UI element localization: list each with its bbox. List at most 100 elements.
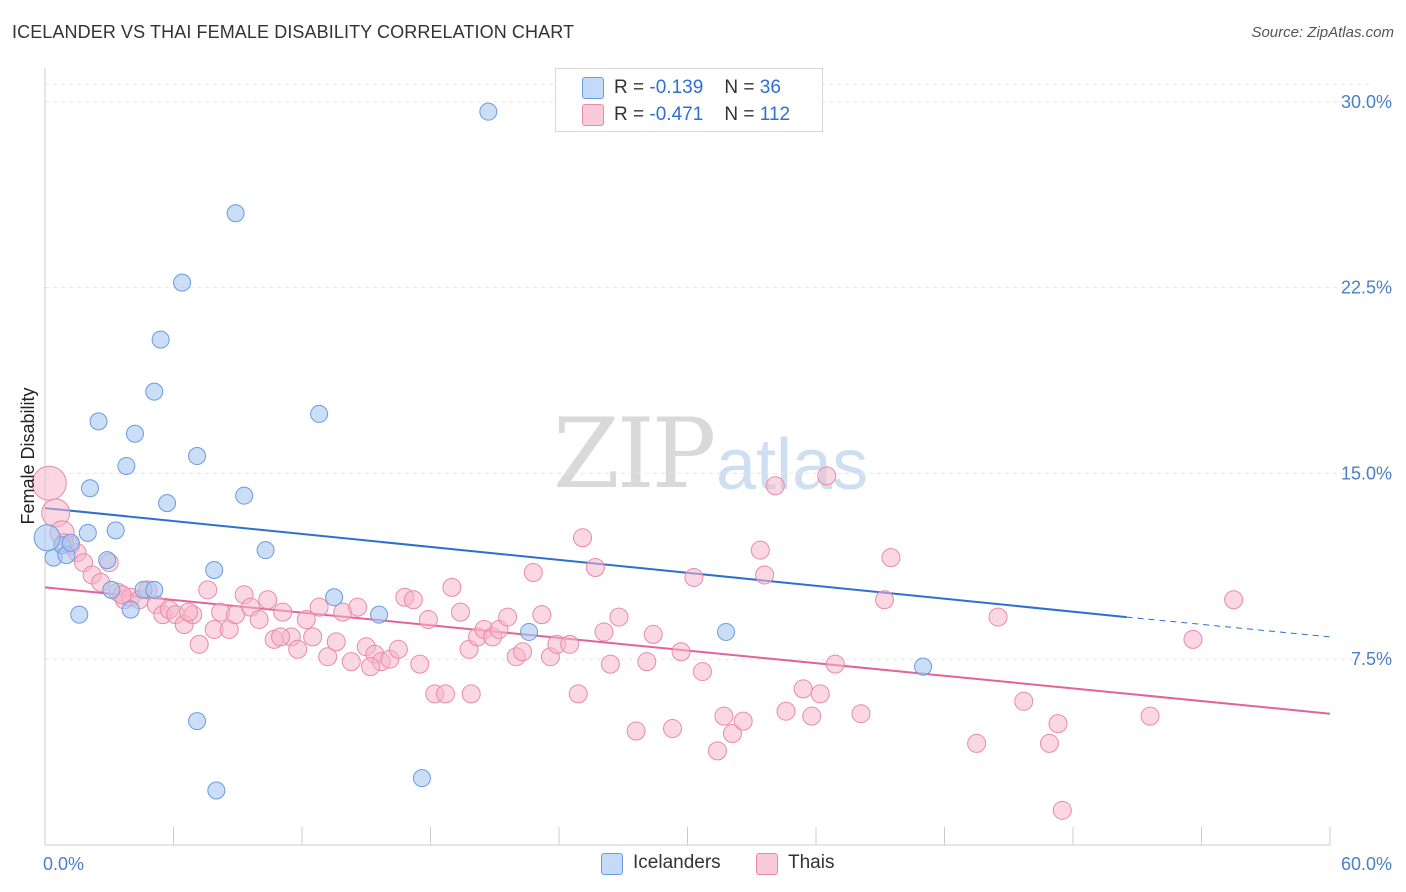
point-thais (1039, 733, 1059, 753)
point-thais (403, 590, 423, 610)
point-thais (573, 528, 593, 548)
point-thais (663, 719, 683, 739)
point-thais (755, 565, 775, 585)
point-thais (1224, 590, 1244, 610)
y-axis-title: Female Disability (18, 387, 38, 524)
point-icelanders (33, 524, 61, 552)
point-thais (271, 627, 291, 647)
watermark-atlas: atlas (716, 425, 869, 505)
y-tick-label: 7.5% (1351, 649, 1392, 669)
point-icelanders (207, 781, 226, 800)
point-icelanders (412, 769, 431, 788)
point-thais (296, 610, 316, 630)
point-icelanders (106, 521, 125, 540)
y-tick-label: 30.0% (1341, 92, 1392, 112)
bottom-legend-label-thais: Thais (788, 852, 835, 873)
point-thais (714, 706, 734, 726)
point-icelanders (717, 622, 736, 641)
y-tick-label: 15.0% (1341, 463, 1392, 483)
point-thais (450, 602, 470, 622)
point-thais (435, 684, 455, 704)
source-label: Source: ZipAtlas.com (1251, 24, 1394, 41)
point-thais (410, 654, 430, 674)
data-points (31, 102, 1244, 820)
point-thais (249, 610, 269, 630)
legend-r-value-icelanders: -0.139 (649, 77, 704, 98)
point-icelanders (145, 580, 164, 599)
legend-r-label: R = (614, 104, 645, 125)
point-icelanders (310, 404, 329, 423)
point-icelanders (370, 605, 389, 624)
point-thais (875, 590, 895, 610)
point-thais (198, 580, 218, 600)
point-thais (309, 597, 329, 617)
point-thais (988, 607, 1008, 627)
point-thais (418, 610, 438, 630)
bottom-legend-swatch-icelanders (601, 853, 623, 875)
point-icelanders (158, 494, 177, 513)
point-thais (810, 684, 830, 704)
point-thais (825, 654, 845, 674)
point-icelanders (226, 204, 245, 223)
point-thais (851, 704, 871, 724)
point-thais (626, 721, 646, 741)
point-icelanders (70, 605, 89, 624)
legend-swatch-icelanders (582, 77, 604, 99)
point-thais (967, 733, 987, 753)
point-icelanders (256, 541, 275, 560)
y-tick-label: 22.5% (1341, 278, 1392, 298)
watermark-zip: ZIP (553, 398, 716, 510)
point-thais (513, 642, 533, 662)
legend-n-label: N = (724, 104, 755, 125)
point-icelanders (520, 622, 539, 641)
x-tick-label: 60.0% (1341, 854, 1392, 874)
chart-title: ICELANDER VS THAI FEMALE DISABILITY CORR… (12, 22, 575, 42)
trend-line-icelanders (44, 507, 1127, 619)
point-icelanders (80, 479, 99, 498)
point-thais (273, 602, 293, 622)
point-thais (600, 654, 620, 674)
point-thais (881, 548, 901, 568)
point-icelanders (89, 412, 108, 431)
point-icelanders (188, 712, 207, 731)
point-icelanders (188, 447, 207, 466)
point-thais (817, 466, 837, 486)
legend-n-label: N = (724, 77, 755, 98)
point-thais (643, 624, 663, 644)
point-thais (722, 724, 742, 744)
point-thais (609, 607, 629, 627)
point-thais (750, 540, 770, 560)
point-thais (523, 562, 543, 582)
point-thais (637, 652, 657, 672)
point-thais (1048, 714, 1068, 734)
point-thais (671, 642, 691, 662)
point-icelanders (145, 382, 164, 401)
gridlines (45, 83, 1370, 660)
bottom-legend-swatch-thais (756, 853, 778, 875)
point-thais (1140, 706, 1160, 726)
point-thais (585, 558, 605, 578)
x-tick-label: 0.0% (43, 854, 84, 874)
point-thais (288, 639, 308, 659)
point-thais (776, 701, 796, 721)
point-thais (498, 607, 518, 627)
point-thais (226, 605, 246, 625)
point-thais (348, 597, 368, 617)
point-icelanders (205, 561, 224, 580)
tick-labels: 7.5% 15.0% 22.5% 30.0% 0.0% 60.0% (43, 92, 1392, 874)
legend-r-value-thais: -0.471 (649, 104, 704, 125)
point-thais (568, 684, 588, 704)
point-thais (765, 476, 785, 496)
point-thais (802, 706, 822, 726)
point-thais (341, 652, 361, 672)
legend-n-value-thais: 112 (759, 104, 791, 125)
correlation-legend: R = -0.139 N = 36 R = -0.471 N = 112 (555, 68, 823, 132)
point-thais (258, 590, 278, 610)
bottom-legend-label-icelanders: Icelanders (633, 852, 721, 873)
point-thais (326, 632, 346, 652)
point-thais (684, 567, 704, 587)
point-thais (318, 647, 338, 667)
point-thais (793, 679, 813, 699)
point-icelanders (78, 523, 97, 542)
